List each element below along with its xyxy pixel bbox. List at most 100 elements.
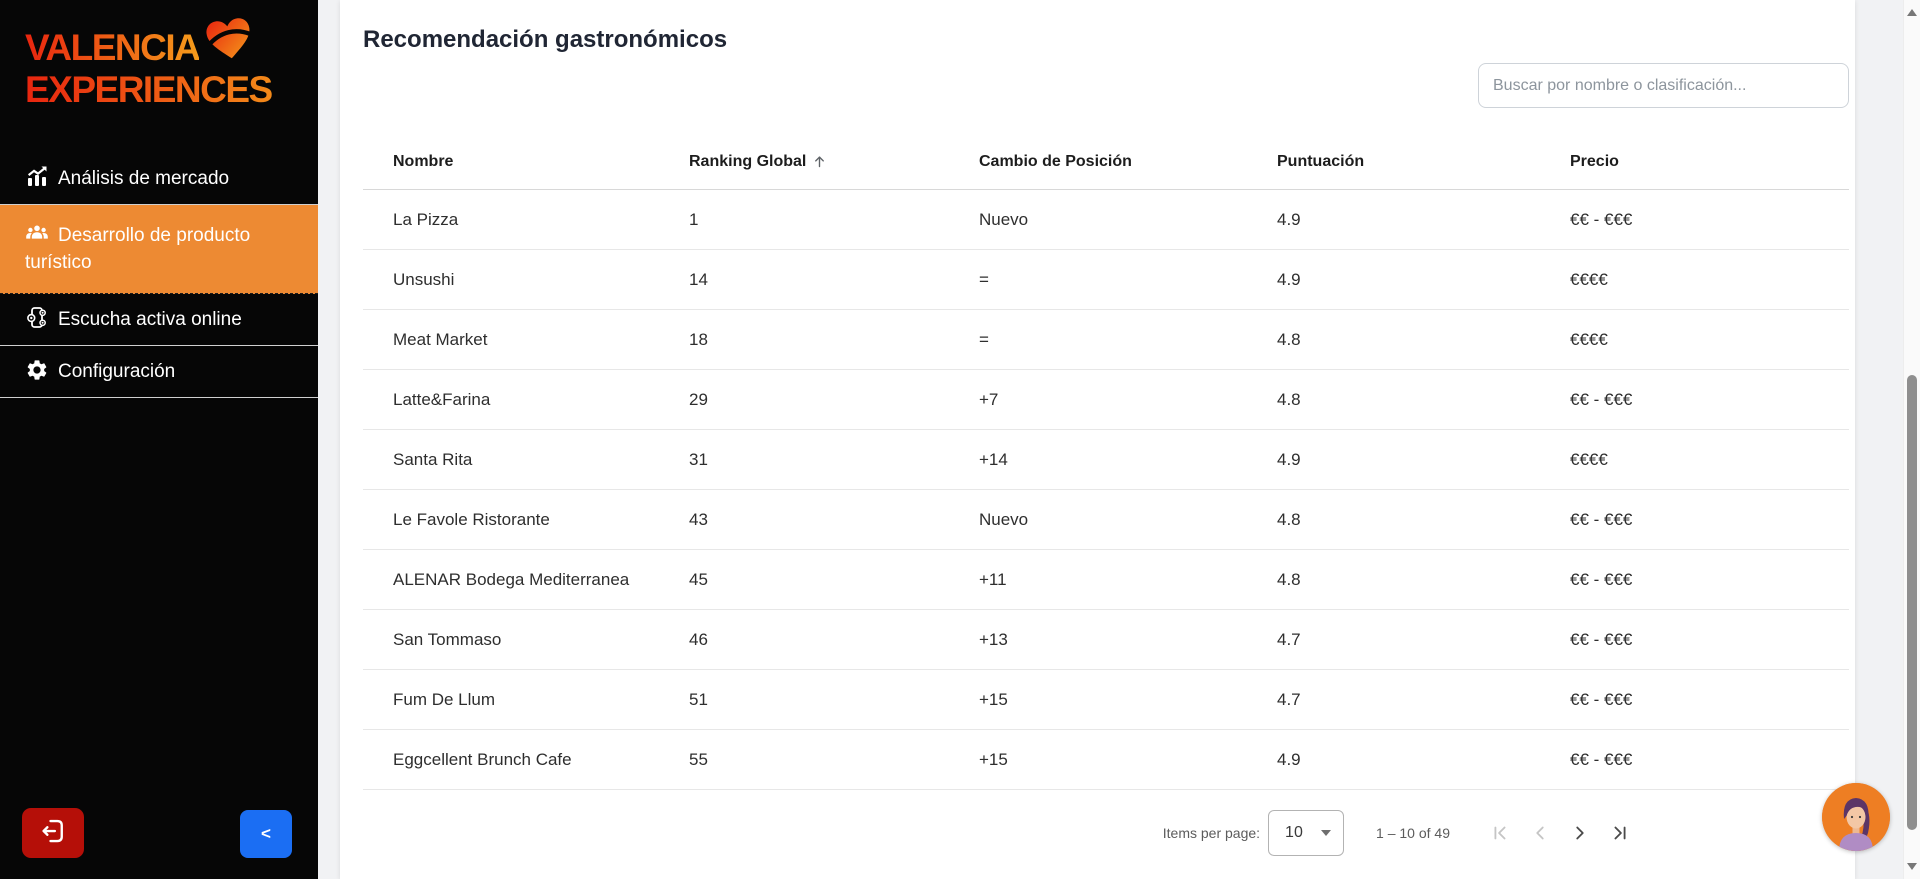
scroll-down-icon[interactable] <box>1907 863 1917 870</box>
table-row[interactable]: La Pizza 1 Nuevo 4.9 €€ - €€€ <box>363 190 1849 250</box>
cell-nombre: ALENAR Bodega Mediterranea <box>393 569 630 589</box>
items-per-page-value: 10 <box>1285 824 1303 841</box>
cell-nombre: Eggcellent Brunch Cafe <box>393 749 572 769</box>
main-content: Recomendación gastronómicos Nombre Ranki… <box>318 0 1903 879</box>
table-header-row: Nombre Ranking Global Cambio de Posición… <box>363 135 1849 190</box>
column-header-nombre[interactable]: Nombre <box>393 153 454 170</box>
cell-nombre: Unsushi <box>393 269 455 289</box>
cell-cambio-de-posicion: Nuevo <box>979 209 1029 229</box>
cell-ranking-global: 14 <box>689 269 708 289</box>
cell-precio: €€ - €€€ <box>1570 689 1633 709</box>
cell-nombre: La Pizza <box>393 209 459 229</box>
sidebar-item-label: Desarrollo de producto turístico <box>25 225 251 273</box>
table-row[interactable]: Meat Market 18 = 4.8 €€€€ <box>363 310 1849 370</box>
market-analysis-icon <box>25 165 49 189</box>
table-row[interactable]: Eggcellent Brunch Cafe 55 +15 4.9 €€ - €… <box>363 730 1849 790</box>
column-header-puntuacion[interactable]: Puntuación <box>1277 153 1365 170</box>
cell-nombre: Meat Market <box>393 329 488 349</box>
sidebar-item-configuracion[interactable]: Configuración <box>0 346 318 398</box>
next-page-button[interactable] <box>1560 813 1600 853</box>
last-page-button[interactable] <box>1600 813 1640 853</box>
column-header-cambio-de-posicion[interactable]: Cambio de Posición <box>979 153 1132 170</box>
sidebar: VALENCIA EXPERIENCES <box>0 0 318 879</box>
cell-nombre: Santa Rita <box>393 449 473 469</box>
sidebar-item-desarrollo-de-producto[interactable]: Desarrollo de producto turístico <box>0 205 318 294</box>
scrollbar-thumb[interactable] <box>1907 375 1917 830</box>
sidebar-item-label: Análisis de mercado <box>58 168 230 189</box>
cell-puntuacion: 4.9 <box>1277 209 1301 229</box>
cell-puntuacion: 4.8 <box>1277 569 1301 589</box>
cell-precio: €€ - €€€ <box>1570 569 1633 589</box>
cell-cambio-de-posicion: +15 <box>979 749 1008 769</box>
cell-ranking-global: 51 <box>689 689 708 709</box>
table-body: La Pizza 1 Nuevo 4.9 €€ - €€€ Unsushi 14… <box>363 190 1849 790</box>
cell-nombre: San Tommaso <box>393 629 502 649</box>
items-per-page-label: Items per page: <box>1162 825 1261 841</box>
cell-cambio-de-posicion: +7 <box>979 389 999 409</box>
cell-precio: €€ - €€€ <box>1570 749 1633 769</box>
table-row[interactable]: Santa Rita 31 +14 4.9 €€€€ <box>363 430 1849 490</box>
cell-cambio-de-posicion: = <box>979 329 989 349</box>
cell-precio: €€ - €€€ <box>1570 389 1633 409</box>
cell-puntuacion: 4.7 <box>1277 629 1301 649</box>
cell-precio: €€€€ <box>1570 449 1608 469</box>
page-title: Recomendación gastronómicos <box>363 26 728 53</box>
cell-ranking-global: 43 <box>689 509 708 529</box>
cell-nombre: Le Favole Ristorante <box>393 509 550 529</box>
cell-cambio-de-posicion: = <box>979 269 989 289</box>
cell-puntuacion: 4.9 <box>1277 449 1301 469</box>
cell-cambio-de-posicion: +14 <box>979 449 1008 469</box>
cell-precio: €€€€ <box>1570 269 1608 289</box>
cell-precio: €€ - €€€ <box>1570 629 1633 649</box>
cell-ranking-global: 29 <box>689 389 708 409</box>
search-input[interactable] <box>1478 63 1849 108</box>
table-row[interactable]: Fum De Llum 51 +15 4.7 €€ - €€€ <box>363 670 1849 730</box>
cell-ranking-global: 1 <box>689 209 699 229</box>
cell-ranking-global: 45 <box>689 569 708 589</box>
cell-cambio-de-posicion: +11 <box>979 569 1007 589</box>
cell-puntuacion: 4.9 <box>1277 749 1301 769</box>
user-avatar[interactable] <box>1822 783 1890 851</box>
online-listening-icon <box>25 306 49 330</box>
page-scrollbar[interactable] <box>1903 0 1920 879</box>
cell-precio: €€ - €€€ <box>1570 509 1633 529</box>
table-row[interactable]: Unsushi 14 = 4.9 €€€€ <box>363 250 1849 310</box>
paginator-range-label: 1 – 10 of 49 <box>1376 825 1450 841</box>
table-row[interactable]: San Tommaso 46 +13 4.7 €€ - €€€ <box>363 610 1849 670</box>
avatar-icon <box>1822 783 1890 851</box>
cell-puntuacion: 4.9 <box>1277 269 1301 289</box>
table-row[interactable]: Le Favole Ristorante 43 Nuevo 4.8 €€ - €… <box>363 490 1849 550</box>
table-row[interactable]: Latte&Farina 29 +7 4.8 €€ - €€€ <box>363 370 1849 430</box>
logout-icon <box>38 816 68 851</box>
app-logo: VALENCIA EXPERIENCES <box>0 0 318 108</box>
column-header-ranking-global[interactable]: Ranking Global <box>689 153 979 171</box>
restaurants-table: Nombre Ranking Global Cambio de Posición… <box>363 135 1849 790</box>
cell-puntuacion: 4.8 <box>1277 389 1301 409</box>
sort-asc-icon <box>812 154 827 169</box>
logout-button[interactable] <box>22 808 84 858</box>
content-card: Recomendación gastronómicos Nombre Ranki… <box>340 0 1855 879</box>
cell-cambio-de-posicion: +13 <box>979 629 1008 649</box>
items-per-page-select[interactable]: 10 <box>1268 810 1345 856</box>
column-header-precio[interactable]: Precio <box>1570 153 1619 170</box>
previous-page-button[interactable] <box>1520 813 1560 853</box>
first-page-button[interactable] <box>1480 813 1520 853</box>
cell-ranking-global: 46 <box>689 629 708 649</box>
cell-puntuacion: 4.8 <box>1277 329 1301 349</box>
scroll-up-icon[interactable] <box>1907 9 1917 16</box>
logo-line2: EXPERIENCES <box>25 71 318 108</box>
table-row[interactable]: ALENAR Bodega Mediterranea 45 +11 4.8 €€… <box>363 550 1849 610</box>
dropdown-caret-icon <box>1321 830 1332 836</box>
sidebar-menu: Análisis de mercado Desarrollo de produc… <box>0 153 318 398</box>
sidebar-item-escucha-activa-online[interactable]: Escucha activa online <box>0 294 318 346</box>
sidebar-collapse-button[interactable]: < <box>240 810 292 858</box>
logo-line1: VALENCIA <box>25 26 201 68</box>
cell-nombre: Latte&Farina <box>393 389 491 409</box>
cell-nombre: Fum De Llum <box>393 689 496 709</box>
sidebar-item-analisis-de-mercado[interactable]: Análisis de mercado <box>0 153 318 205</box>
collapse-chevron-icon: < <box>261 824 271 843</box>
cell-puntuacion: 4.7 <box>1277 689 1301 709</box>
heart-icon <box>204 15 257 76</box>
settings-icon <box>25 358 49 382</box>
cell-ranking-global: 55 <box>689 749 708 769</box>
